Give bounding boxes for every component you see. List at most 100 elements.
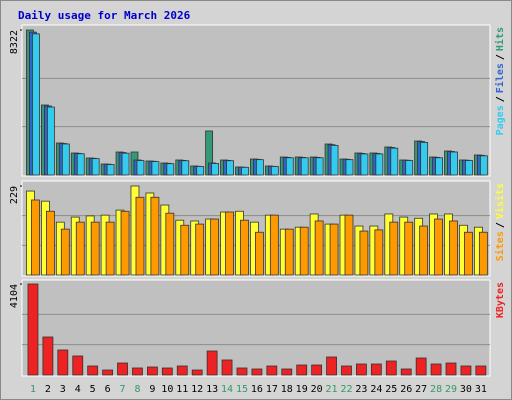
bar (60, 228, 70, 276)
x-tick-label: 5 (90, 384, 96, 395)
bar (450, 151, 458, 176)
bar (76, 153, 85, 176)
bar (478, 231, 488, 276)
bar (256, 159, 264, 176)
bar (91, 158, 100, 176)
x-tick-label: 9 (149, 384, 155, 395)
x-tick-label: 26 (400, 384, 412, 395)
y-tick-label: 229 (9, 186, 20, 204)
bar (390, 147, 399, 176)
bar (75, 221, 85, 276)
bar (356, 363, 367, 376)
bar (434, 218, 443, 276)
bar (284, 228, 294, 276)
x-tick-label: 20 (311, 384, 323, 395)
bar (374, 229, 384, 276)
x-tick-label: 28 (430, 384, 442, 395)
bar (344, 214, 354, 276)
legend-entry: Sites (494, 231, 506, 261)
x-tick-label: 8 (134, 384, 140, 395)
x-tick-label: 16 (251, 384, 263, 395)
bar (206, 350, 218, 376)
x-tick-label: 1 (30, 384, 36, 395)
x-tick-label: 2 (45, 384, 51, 395)
bar (90, 221, 100, 276)
bar (151, 161, 160, 176)
bar (329, 223, 339, 276)
bar (166, 163, 175, 176)
y-tick-label: 4104 (9, 284, 20, 308)
bar (479, 155, 488, 176)
bar (240, 219, 249, 276)
bar (299, 226, 309, 276)
bar (419, 225, 429, 276)
bar (241, 166, 249, 176)
bar (270, 166, 279, 176)
bar (191, 369, 203, 376)
bar (45, 210, 55, 276)
bar (72, 355, 84, 376)
bar (105, 221, 115, 276)
bar (221, 359, 233, 376)
x-tick-label: 13 (206, 384, 218, 395)
x-tick-label: 29 (445, 384, 457, 395)
bar (165, 212, 175, 276)
legend: KBytes (495, 282, 506, 318)
bar (389, 221, 399, 276)
legend-entry: Visits (494, 183, 506, 219)
bar (420, 142, 429, 176)
bar (120, 210, 130, 276)
x-tick-label: 12 (191, 384, 203, 395)
x-tick-label: 10 (161, 384, 173, 395)
x-tick-label: 23 (355, 384, 367, 395)
panel (21, 24, 491, 177)
bar (150, 196, 160, 276)
bar (435, 157, 443, 176)
bar (311, 364, 323, 376)
bar (106, 164, 115, 176)
bar (132, 367, 143, 376)
bar (236, 367, 248, 376)
bar (225, 211, 234, 276)
x-tick-label: 15 (236, 384, 248, 395)
bar (27, 283, 39, 376)
bar (31, 199, 40, 276)
legend-entry: Files (494, 63, 506, 93)
bar (251, 368, 263, 376)
bar (475, 365, 487, 376)
x-tick-label: 18 (281, 384, 293, 395)
bar (285, 157, 294, 176)
bar (400, 368, 412, 376)
bar (341, 365, 352, 376)
x-tick-label: 17 (266, 384, 278, 395)
legend-separator: / (495, 96, 506, 102)
bar (161, 367, 173, 376)
bar (196, 166, 205, 176)
bar (32, 33, 40, 176)
x-tick-label: 14 (221, 384, 233, 395)
x-tick-label: 25 (385, 384, 397, 395)
legend-separator: / (495, 54, 506, 60)
chart-title: Daily usage for March 2026 (18, 9, 191, 22)
bar (430, 363, 442, 376)
bar (46, 106, 55, 176)
bar (269, 214, 279, 276)
legend-entry: KBytes (495, 282, 506, 318)
bar (136, 160, 145, 176)
x-tick-label: 31 (475, 384, 487, 395)
x-tick-label: 21 (326, 384, 338, 395)
x-tick-label: 24 (370, 384, 382, 395)
bar (147, 366, 158, 376)
bar (415, 357, 427, 376)
bar (296, 364, 308, 376)
bar (180, 224, 190, 276)
bar (121, 152, 130, 176)
legend-entry: Pages (495, 105, 506, 135)
bar (359, 230, 369, 276)
x-tick-label: 4 (75, 384, 81, 395)
bar (465, 160, 473, 176)
bar (195, 223, 205, 276)
x-tick-label: 19 (296, 384, 308, 395)
bar (87, 365, 99, 376)
